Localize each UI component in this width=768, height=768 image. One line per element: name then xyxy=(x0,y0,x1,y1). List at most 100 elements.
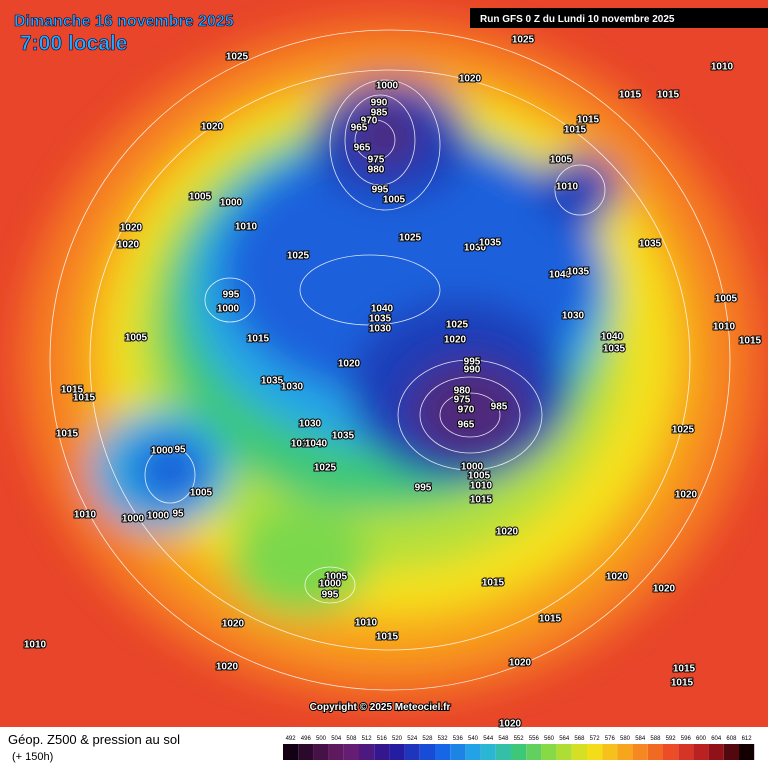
isobar-label: 1035 xyxy=(639,239,662,250)
isobar-label: 1015 xyxy=(739,336,762,347)
isobar-label: 1015 xyxy=(673,664,696,675)
isobar-label: 1025 xyxy=(446,320,469,331)
isobar-label: 1030 xyxy=(299,419,322,430)
scale-swatch xyxy=(465,744,481,760)
isobar-label: 1005 xyxy=(189,192,212,203)
scale-label: 500 xyxy=(316,736,327,742)
isobar-label: 1010 xyxy=(291,439,314,450)
isobar-label: 1015 xyxy=(539,614,562,625)
isobar-label: 1020 xyxy=(499,719,522,730)
isobar-label: 1020 xyxy=(222,619,245,630)
isobar-label: 1025 xyxy=(399,233,422,244)
isobar-label: 95 xyxy=(172,509,184,520)
scale-label: 544 xyxy=(483,736,494,742)
scale-swatch xyxy=(647,744,663,760)
scale-label: 580 xyxy=(620,736,631,742)
scale-swatch xyxy=(602,744,618,760)
isobar-label: 1030 xyxy=(464,243,487,254)
isobar-label: 1025 xyxy=(512,35,535,46)
isobar-label: 1040 xyxy=(601,332,624,343)
scale-swatch xyxy=(404,744,420,760)
isobar-label: 1015 xyxy=(376,632,399,643)
isobar-label: 1005 xyxy=(550,155,573,166)
isobar-label: 985 xyxy=(371,108,388,119)
isobar-label: 1035 xyxy=(369,314,392,325)
isobar-label: 1020 xyxy=(216,662,239,673)
scale-swatch xyxy=(526,744,542,760)
isobar-label: 1015 xyxy=(564,125,587,136)
isobar-label: 965 xyxy=(351,123,368,134)
isobar-label: 1005 xyxy=(325,572,348,583)
scale-label: 516 xyxy=(377,736,388,742)
scale-label: 532 xyxy=(438,736,449,742)
isobar-label: 1035 xyxy=(603,344,626,355)
isobar-label: 1010 xyxy=(470,481,493,492)
isobar-label: 990 xyxy=(464,365,481,376)
run-banner xyxy=(470,8,768,28)
isobar-label: 1015 xyxy=(73,393,96,404)
isobar-label: 1015 xyxy=(657,90,680,101)
scale-label: 588 xyxy=(650,736,661,742)
scale-label: 504 xyxy=(331,736,342,742)
isobar-label: 1020 xyxy=(653,584,676,595)
isobar-label: 1025 xyxy=(287,251,310,262)
scale-swatch xyxy=(511,744,527,760)
date-title: Dimanche 16 novembre 2025 xyxy=(14,13,234,30)
isobar-label: 975 xyxy=(368,155,385,166)
isobar-label: 1005 xyxy=(715,294,738,305)
isobar-label: 1000 xyxy=(217,304,240,315)
isobar-label: 1020 xyxy=(459,74,482,85)
isobar-label: 1015 xyxy=(482,578,505,589)
isobar-label: 1010 xyxy=(556,182,579,193)
isobar-label: 1010 xyxy=(74,510,97,521)
isobar-label: 1020 xyxy=(201,122,224,133)
isobar-label: 990 xyxy=(371,98,388,109)
color-scale: 492 496 500 504 508 512 516 520 524 528 532 536 540 5… xyxy=(283,736,755,760)
scale-label: 576 xyxy=(605,736,616,742)
isobar-label: 975 xyxy=(454,395,471,406)
isobar-label: 1005 xyxy=(190,488,213,499)
isobar-label: 1035 xyxy=(479,238,502,249)
time-title: 7:00 locale xyxy=(20,32,127,55)
isobar-label: 1000 xyxy=(151,446,174,457)
isobar-label: 1020 xyxy=(444,335,467,346)
isobars xyxy=(49,29,731,691)
isobar-label: 1040 xyxy=(371,304,394,315)
run-info: Run GFS 0 Z du Lundi 10 novembre 2025 xyxy=(480,14,675,25)
isobar-label: 1010 xyxy=(713,322,736,333)
isobar-label: 995 xyxy=(464,357,481,368)
scale-swatch xyxy=(298,744,314,760)
isobar-label: 995 xyxy=(415,483,432,494)
scale-swatch xyxy=(389,744,405,760)
isobar-label: 970 xyxy=(361,116,378,127)
scale-swatch xyxy=(693,744,709,760)
isobar-label: 1035 xyxy=(261,376,284,387)
isobar-label: 1020 xyxy=(509,658,532,669)
scale-label: 540 xyxy=(468,736,479,742)
isobar-label: 1030 xyxy=(562,311,585,322)
scale-label: 492 xyxy=(286,736,297,742)
isobar-label: 1015 xyxy=(470,495,493,506)
scale-swatch xyxy=(632,744,648,760)
isobar-label: 995 xyxy=(223,290,240,301)
isobar-label: 1030 xyxy=(281,382,304,393)
isobar-label: 1020 xyxy=(117,240,140,251)
scale-label: 572 xyxy=(590,736,601,742)
scale-label: 564 xyxy=(559,736,570,742)
isobar-label: 1005 xyxy=(468,471,491,482)
scale-swatch xyxy=(480,744,496,760)
scale-label: 560 xyxy=(544,736,555,742)
isobar-label: 1015 xyxy=(56,429,79,440)
isobar-label: 1000 xyxy=(220,198,243,209)
scale-swatch xyxy=(587,744,603,760)
scale-swatch xyxy=(419,744,435,760)
scale-label: 496 xyxy=(301,736,312,742)
isobar-label: 980 xyxy=(368,165,385,176)
isobar-label: 1025 xyxy=(314,463,337,474)
isobar-label: 1020 xyxy=(675,490,698,501)
scale-label: 596 xyxy=(681,736,692,742)
isobar-label: 1000 xyxy=(461,462,484,473)
isobar-label: 1035 xyxy=(332,431,355,442)
isobar-label: 970 xyxy=(458,405,475,416)
